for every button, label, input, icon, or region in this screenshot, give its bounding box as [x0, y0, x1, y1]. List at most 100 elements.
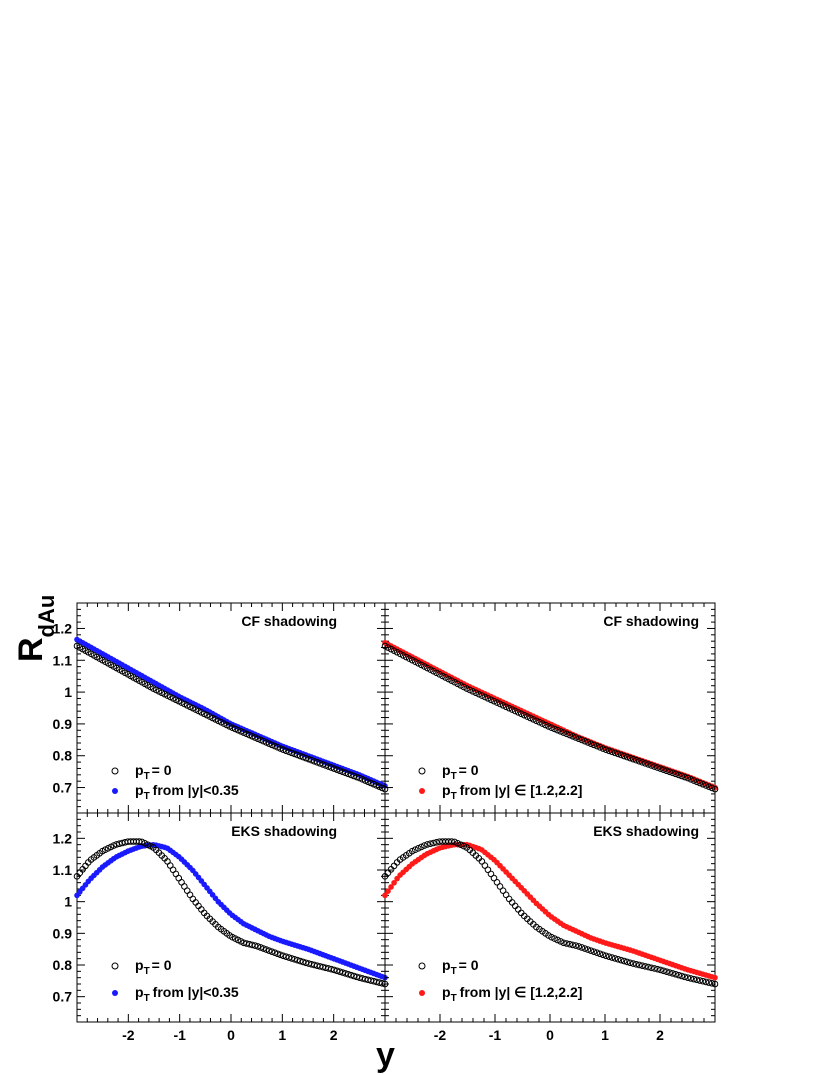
data-point — [490, 697, 498, 705]
data-point — [651, 763, 658, 770]
legend-marker-filled — [419, 990, 425, 996]
data-point — [353, 773, 361, 781]
data-point — [551, 935, 558, 942]
data-point — [316, 760, 324, 767]
data-point — [666, 969, 673, 976]
data-point — [669, 769, 676, 777]
data-point — [347, 971, 355, 979]
data-point — [623, 958, 631, 966]
data-point — [271, 949, 279, 957]
x-tick-label: 0 — [546, 1027, 554, 1043]
data-point — [648, 964, 655, 972]
data-point — [469, 688, 477, 695]
legend: pT = 0pT from |y|<0.35 — [111, 762, 239, 802]
data-point — [408, 847, 416, 855]
data-point — [548, 933, 555, 941]
data-point — [569, 732, 577, 740]
data-point — [551, 725, 558, 733]
data-point — [257, 944, 264, 951]
data-point — [313, 759, 321, 766]
panel-bottom-left: -2 -1 0 1 2 0.7 0.8 0.9 1 1.1 1.2 EKS shadowing pT = … — [53, 812, 389, 1043]
data-point — [296, 957, 304, 965]
y-tick-label: 1.1 — [53, 862, 73, 878]
data-point — [344, 770, 352, 778]
data-point — [666, 768, 673, 776]
data-point — [678, 772, 685, 780]
legend-label-pt-range: pT from |y| ∈ [1.2,2.2] — [442, 984, 582, 1004]
data-point — [511, 707, 519, 715]
data-point — [274, 950, 281, 958]
x-tick-label: -2 — [122, 1027, 135, 1043]
data-point — [539, 720, 546, 727]
data-point — [657, 966, 664, 974]
data-point — [382, 892, 388, 899]
x-tick-label: 0 — [227, 1027, 235, 1043]
y-tick-label: 1 — [64, 684, 72, 700]
data-point — [288, 749, 296, 757]
data-point — [490, 874, 498, 882]
data-point — [282, 747, 290, 755]
data-point — [575, 735, 583, 743]
series-pt-zero — [73, 642, 389, 793]
data-point — [511, 902, 519, 910]
data-point — [475, 690, 483, 698]
data-point — [693, 976, 701, 984]
data-point — [708, 784, 716, 792]
data-point — [385, 888, 391, 894]
data-point — [339, 768, 346, 776]
data-point — [711, 785, 719, 793]
data-point — [672, 770, 679, 778]
data-point — [554, 936, 561, 944]
data-point — [347, 771, 355, 779]
data-point — [302, 754, 310, 762]
y-axis-title-sub: dAu — [34, 595, 59, 638]
data-point — [642, 760, 649, 767]
data-point — [557, 938, 564, 945]
data-point — [563, 730, 570, 738]
data-point — [693, 778, 701, 786]
data-point — [663, 968, 670, 975]
panel-title: EKS shadowing — [593, 823, 699, 839]
legend-marker-filled — [112, 990, 118, 996]
data-point — [629, 960, 637, 967]
data-point — [620, 752, 628, 760]
data-point — [487, 870, 495, 878]
data-point — [305, 755, 313, 763]
data-point — [617, 751, 625, 759]
data-point — [611, 955, 619, 962]
data-point — [263, 946, 270, 953]
data-point — [493, 878, 501, 886]
data-point — [702, 782, 710, 789]
data-point — [672, 970, 679, 978]
series-pt-range — [74, 636, 388, 789]
panel-title: CF shadowing — [241, 613, 337, 629]
y-tick-label: 0.7 — [53, 989, 73, 1005]
data-point — [696, 977, 704, 984]
data-point — [330, 966, 338, 974]
data-point — [277, 951, 284, 959]
data-point — [484, 866, 492, 874]
data-point — [669, 970, 676, 977]
data-point — [415, 845, 422, 852]
data-point — [508, 899, 516, 906]
data-point — [502, 703, 510, 711]
data-point — [299, 958, 307, 966]
data-point — [135, 838, 143, 845]
data-point — [548, 724, 555, 732]
data-point — [626, 754, 634, 762]
data-point — [675, 771, 682, 779]
data-point — [699, 977, 707, 985]
data-point — [608, 748, 616, 756]
data-point — [566, 940, 573, 948]
data-point — [569, 941, 577, 949]
data-point — [566, 731, 573, 739]
data-point — [391, 879, 397, 886]
x-tick-label: 1 — [278, 1027, 286, 1043]
data-point — [285, 954, 293, 961]
panel-top-right: CF shadowing pT = 0pT from |y| ∈ [1.2,2.2] — [381, 602, 719, 814]
data-point — [342, 970, 349, 977]
data-point — [508, 706, 516, 713]
data-point — [350, 972, 358, 980]
data-point — [708, 980, 716, 987]
data-point — [702, 978, 710, 986]
